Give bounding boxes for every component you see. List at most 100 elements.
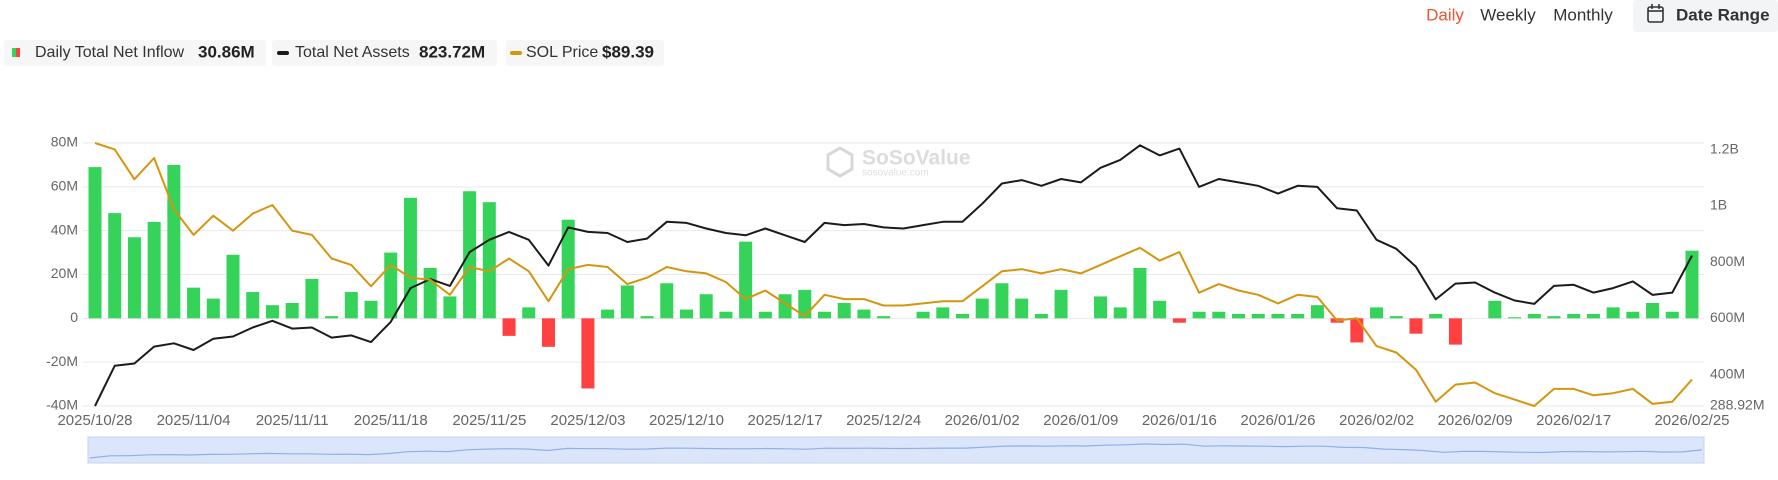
bar (423, 267, 437, 319)
bar (1389, 316, 1403, 319)
bar (837, 302, 851, 319)
bar (660, 283, 674, 319)
legend-value: 823.72M (419, 42, 485, 61)
y2-tick-label: 800M (1710, 253, 1745, 269)
y-tick-label: 0 (70, 309, 78, 325)
y-tick-label: 80M (51, 134, 78, 150)
legend-bg (272, 40, 497, 66)
bar (265, 305, 279, 319)
bar (1448, 318, 1462, 345)
bar (167, 164, 181, 319)
bar (1350, 318, 1364, 343)
period-tab[interactable]: Weekly (1480, 5, 1536, 24)
bar (877, 316, 891, 319)
bar (916, 311, 930, 319)
legend-icon (12, 48, 16, 57)
bar (325, 316, 339, 319)
bar (364, 300, 378, 319)
bar (581, 318, 595, 389)
bar (1251, 313, 1265, 319)
bar (1133, 267, 1147, 319)
bar (1606, 307, 1620, 319)
x-tick-label: 2026/02/09 (1438, 412, 1513, 429)
x-tick-label: 2026/02/17 (1536, 412, 1611, 429)
watermark: SoSoValue (862, 147, 971, 170)
bar (1409, 318, 1423, 334)
line (94, 142, 1693, 407)
bar (1665, 311, 1679, 319)
bar (1153, 300, 1167, 319)
date-range-label[interactable]: Date Range (1676, 5, 1770, 24)
calendar-icon (1647, 4, 1664, 23)
y2-tick-label: 600M (1710, 309, 1745, 325)
bar (1291, 313, 1305, 319)
legend-value: 30.86M (198, 42, 255, 61)
bar (956, 313, 970, 319)
bar (758, 311, 772, 319)
bar (1370, 307, 1384, 319)
period-tab[interactable]: Monthly (1553, 5, 1613, 24)
bar (1488, 300, 1502, 319)
y2-tick-label: 1.2B (1710, 140, 1739, 156)
x-tick-label: 2025/11/18 (354, 412, 428, 429)
bar (127, 237, 141, 319)
x-tick-label: 2026/02/02 (1339, 412, 1414, 429)
bar (1054, 289, 1068, 319)
x-tick-label: 2025/12/17 (748, 412, 823, 429)
legend-icon (16, 48, 20, 57)
bar (187, 287, 201, 319)
x-tick-label: 2025/12/10 (649, 412, 724, 429)
bar (975, 298, 989, 319)
period-tab[interactable]: Daily (1426, 5, 1464, 24)
x-tick-label: 2025/10/28 (57, 412, 132, 429)
y-tick-label: -40M (46, 397, 78, 413)
x-tick-label: 2025/11/04 (157, 412, 231, 429)
bar (1685, 250, 1699, 319)
bar (1586, 313, 1600, 319)
bar (1547, 316, 1561, 319)
bar (620, 285, 634, 319)
legend-value: $89.39 (602, 42, 654, 61)
bar (522, 307, 536, 319)
x-tick-label: 2025/12/03 (550, 412, 625, 429)
legend-label: SOL Price (526, 44, 598, 61)
y2-tick-label: 400M (1710, 365, 1745, 381)
bar (679, 309, 693, 319)
bar (88, 167, 102, 319)
bar (1094, 296, 1108, 319)
bar (1626, 311, 1640, 319)
bar (995, 283, 1009, 319)
bar (857, 309, 871, 319)
y-tick-label: 40M (51, 221, 78, 237)
bar (640, 316, 654, 319)
bar (285, 302, 299, 319)
bar (1271, 313, 1285, 319)
y-tick-label: 20M (51, 265, 78, 281)
bar (1172, 318, 1186, 323)
bar (1034, 313, 1048, 319)
y2-tick-label: 288.92M (1710, 397, 1764, 413)
bar (108, 213, 122, 319)
date-range-button[interactable] (1633, 0, 1778, 32)
x-tick-label: 2025/11/25 (452, 412, 526, 429)
bar (1192, 311, 1206, 319)
x-tick-label: 2026/01/26 (1240, 412, 1315, 429)
bar (384, 252, 398, 319)
legend-bg (506, 40, 664, 66)
legend-icon (277, 51, 289, 55)
bar (541, 318, 555, 347)
y-tick-label: 60M (51, 178, 78, 194)
bar (1646, 302, 1660, 319)
line (94, 144, 1693, 407)
bar (817, 311, 831, 319)
bar (1429, 313, 1443, 319)
bar (1113, 307, 1127, 319)
navigator[interactable] (87, 436, 1705, 464)
bar (1567, 313, 1581, 319)
bar (1212, 311, 1226, 319)
bar (147, 221, 161, 319)
bar (1232, 313, 1246, 319)
bar (739, 241, 753, 319)
x-tick-label: 2026/02/25 (1654, 412, 1729, 429)
